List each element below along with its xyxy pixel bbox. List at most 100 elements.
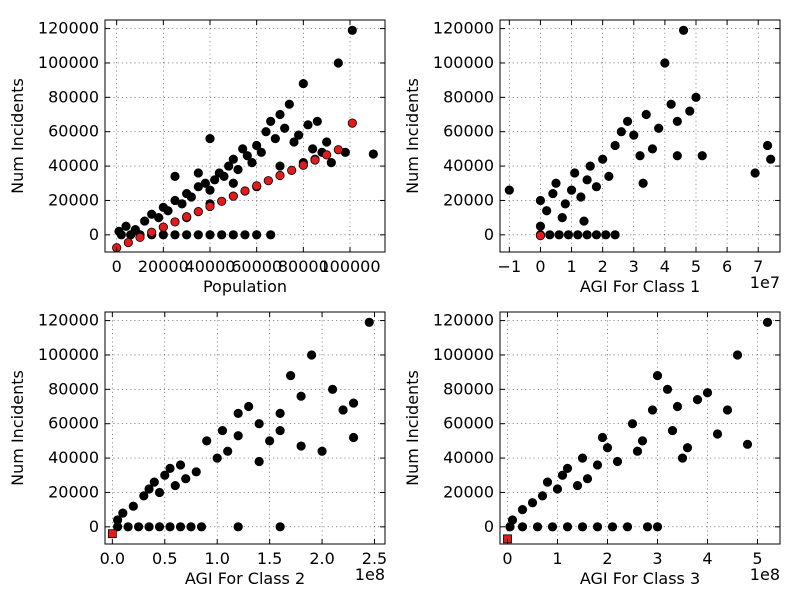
y-tick-label: 60000 bbox=[48, 414, 99, 433]
data-point-black bbox=[552, 484, 563, 494]
x-axis-label: AGI For Class 2 bbox=[185, 569, 305, 588]
data-point-black bbox=[652, 370, 663, 381]
data-point-red bbox=[322, 150, 332, 160]
x-tick-label: 1.5 bbox=[257, 549, 282, 568]
data-point-black bbox=[601, 230, 611, 240]
data-point-black bbox=[537, 491, 548, 501]
data-point-black bbox=[165, 463, 175, 473]
data-point-black bbox=[545, 230, 555, 240]
data-point-black bbox=[114, 226, 124, 236]
data-point-black bbox=[205, 185, 215, 195]
data-point-black bbox=[308, 144, 318, 154]
x-tick-label: 60000 bbox=[231, 257, 282, 276]
data-point-black bbox=[205, 230, 215, 240]
data-point-black bbox=[697, 151, 707, 161]
x-axis-label: AGI For Class 3 bbox=[580, 569, 700, 588]
data-point-black bbox=[186, 522, 196, 532]
x-tick-label: 0 bbox=[112, 257, 122, 276]
data-point-black bbox=[182, 230, 192, 240]
x-tick-label: 2.5 bbox=[362, 549, 387, 568]
data-point-black bbox=[563, 230, 574, 240]
data-point-black bbox=[572, 480, 583, 491]
data-point-black bbox=[507, 515, 518, 525]
data-point-black bbox=[275, 522, 285, 532]
data-point-black bbox=[333, 58, 343, 68]
data-point-black bbox=[598, 154, 608, 164]
data-point-black bbox=[280, 123, 290, 133]
data-point-black bbox=[660, 58, 670, 68]
data-point-red bbox=[123, 237, 133, 248]
data-point-black bbox=[566, 185, 577, 195]
data-point-black bbox=[610, 140, 620, 151]
y-tick-label: 120000 bbox=[38, 19, 99, 38]
data-point-black bbox=[672, 401, 683, 412]
data-point-black bbox=[275, 425, 285, 436]
data-point-black bbox=[181, 474, 191, 484]
data-point-black bbox=[200, 178, 210, 188]
data-point-black bbox=[368, 149, 378, 159]
data-point-black bbox=[562, 522, 573, 532]
data-point-black bbox=[233, 408, 243, 418]
data-point-black bbox=[191, 467, 201, 477]
data-point-black bbox=[527, 498, 538, 508]
data-point-black bbox=[242, 151, 252, 161]
data-point-black bbox=[647, 405, 658, 415]
data-point-black bbox=[175, 460, 186, 470]
data-point-black bbox=[306, 350, 317, 360]
data-point-black bbox=[177, 199, 187, 209]
data-point-black bbox=[265, 436, 275, 446]
data-point-black bbox=[139, 491, 149, 501]
x-axis-label: AGI For Class 1 bbox=[580, 277, 700, 296]
data-point-black bbox=[247, 158, 257, 168]
data-point-black bbox=[627, 419, 638, 429]
data-point-black bbox=[766, 154, 776, 164]
data-point-red bbox=[240, 186, 250, 196]
data-point-black bbox=[560, 199, 570, 209]
data-point-black bbox=[140, 216, 150, 226]
scatter-panel-population: 0 200004000060000800001000000200004000060… bbox=[8, 19, 386, 296]
data-point-red bbox=[310, 155, 320, 165]
data-point-black bbox=[217, 230, 227, 240]
data-point-black bbox=[579, 216, 589, 226]
data-point-black bbox=[517, 522, 528, 532]
data-point-black bbox=[244, 401, 254, 412]
data-point-black bbox=[662, 384, 673, 394]
x-tick-label: 7 bbox=[753, 257, 763, 276]
data-point-red bbox=[182, 212, 192, 222]
y-tick-label: 20000 bbox=[48, 482, 99, 501]
data-point-black bbox=[261, 127, 271, 137]
x-tick-label: 0.0 bbox=[100, 549, 125, 568]
data-point-black bbox=[228, 154, 238, 164]
data-point-black bbox=[186, 192, 196, 202]
data-point-black bbox=[121, 221, 131, 231]
y-tick-label: 80000 bbox=[48, 379, 99, 398]
data-point-red bbox=[217, 196, 227, 206]
data-point-black bbox=[193, 230, 203, 240]
data-point-black bbox=[252, 230, 262, 240]
scatter-panel-agi-class-2: 0.0 0.5 1.0 1.5 2.0 2.5 0 20000 40000 60000 80000 1… bbox=[8, 311, 387, 588]
data-point-black bbox=[170, 480, 180, 491]
data-point-black bbox=[154, 522, 165, 532]
data-point-black bbox=[762, 140, 773, 151]
x-tick-label: 3 bbox=[652, 549, 662, 568]
data-point-black bbox=[637, 436, 648, 446]
y-tick-label: 20000 bbox=[443, 190, 494, 209]
y-tick-label: 100000 bbox=[433, 53, 494, 72]
data-point-red bbox=[263, 176, 273, 186]
x-tick-label: 0 bbox=[535, 257, 545, 276]
y-tick-label: 60000 bbox=[443, 122, 494, 141]
data-point-black bbox=[557, 470, 568, 480]
data-point-black bbox=[228, 230, 238, 240]
data-point-black bbox=[682, 443, 693, 453]
data-point-black bbox=[240, 230, 250, 240]
x-tick-label: 5 bbox=[691, 257, 701, 276]
data-point-black bbox=[542, 477, 553, 487]
data-point-black bbox=[592, 522, 603, 532]
data-point-black bbox=[641, 109, 651, 120]
scatter-panel-agi-class-1: −1 0 1 2 3 4 5 6 7020000400006000080000100000120… bbox=[403, 19, 781, 296]
y-axis-label: Num Incidents bbox=[403, 78, 422, 194]
x-tick-label: 100000 bbox=[319, 257, 380, 276]
data-point-black bbox=[348, 398, 359, 408]
data-point-black bbox=[270, 133, 280, 144]
data-point-black bbox=[266, 116, 276, 126]
